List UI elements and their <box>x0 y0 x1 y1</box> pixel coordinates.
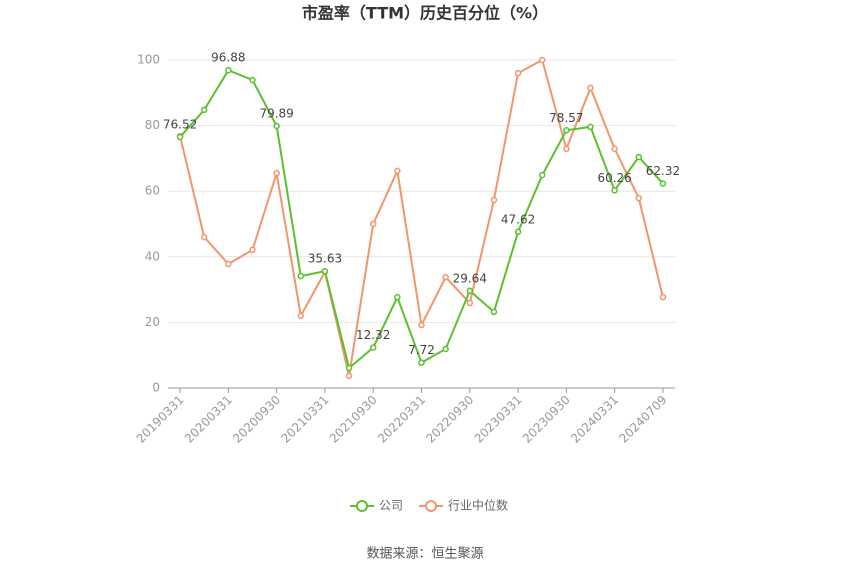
point <box>466 287 474 295</box>
point <box>611 145 618 153</box>
series-line <box>179 58 664 377</box>
x-tick-label: 20220930 <box>423 393 476 446</box>
point <box>418 359 425 366</box>
point <box>394 293 401 301</box>
x-tick-label: 20220331 <box>375 393 428 446</box>
data-label: 78.57 <box>549 111 583 125</box>
point <box>369 344 377 351</box>
point <box>490 308 498 316</box>
point <box>225 66 232 74</box>
data-label: 96.88 <box>211 51 245 65</box>
y-tick-label: 60 <box>145 184 160 198</box>
data-label: 47.62 <box>501 212 535 226</box>
x-tick-label: 20240709 <box>616 393 669 446</box>
chart-title: 市盈率（TTM）历史百分位（%） <box>302 4 548 23</box>
point <box>249 76 256 84</box>
legend-label: 行业中位数 <box>448 498 508 513</box>
point <box>321 267 329 275</box>
point <box>659 180 667 187</box>
point <box>514 228 522 236</box>
x-tick-label: 20200331 <box>182 393 235 446</box>
y-tick-label: 40 <box>145 249 160 263</box>
point <box>176 133 184 141</box>
point <box>635 194 643 202</box>
point <box>659 293 667 301</box>
data-label: 79.89 <box>259 106 293 120</box>
y-tick-label: 80 <box>145 118 160 132</box>
point <box>200 233 208 241</box>
point <box>345 364 353 372</box>
data-label: 7.72 <box>408 343 435 357</box>
point <box>563 145 570 153</box>
point <box>297 312 305 320</box>
point <box>514 69 522 77</box>
point <box>442 273 449 281</box>
y-tick-label: 0 <box>152 381 160 395</box>
point <box>563 127 570 134</box>
point <box>418 321 425 329</box>
data-label: 62.32 <box>646 164 680 178</box>
point <box>369 220 377 228</box>
point <box>273 169 280 177</box>
y-tick-label: 20 <box>145 315 160 329</box>
y-tick-label: 100 <box>137 53 160 67</box>
legend-label: 公司 <box>379 499 403 513</box>
point <box>345 372 353 380</box>
point <box>635 153 643 161</box>
point <box>394 167 401 175</box>
point <box>273 122 280 130</box>
point <box>587 84 594 92</box>
x-tick-label: 20210930 <box>327 393 380 446</box>
x-tick-label: 20240331 <box>568 393 621 446</box>
point <box>490 196 498 204</box>
legend-marker <box>356 500 368 512</box>
point <box>538 56 546 64</box>
x-tick-label: 20230331 <box>472 393 525 446</box>
point <box>200 106 208 114</box>
point <box>249 246 256 254</box>
legend-marker <box>425 500 438 512</box>
x-tick-label: 20200930 <box>230 393 283 446</box>
point <box>225 260 232 268</box>
data-label: 29.64 <box>453 271 487 285</box>
point <box>442 345 449 353</box>
point <box>587 123 594 131</box>
point <box>611 187 618 194</box>
source: 数据来源：恒生聚源 <box>366 547 483 562</box>
data-label: 60.26 <box>597 171 631 185</box>
point <box>538 171 546 179</box>
point <box>466 299 474 307</box>
x-tick-label: 20230930 <box>520 393 573 446</box>
x-tick-label: 20190331 <box>134 393 187 446</box>
point <box>297 272 305 280</box>
data-label: 76.52 <box>163 118 197 132</box>
data-label: 35.63 <box>308 252 342 266</box>
data-label: 12.32 <box>356 328 390 342</box>
x-tick-label: 20210331 <box>278 393 331 446</box>
